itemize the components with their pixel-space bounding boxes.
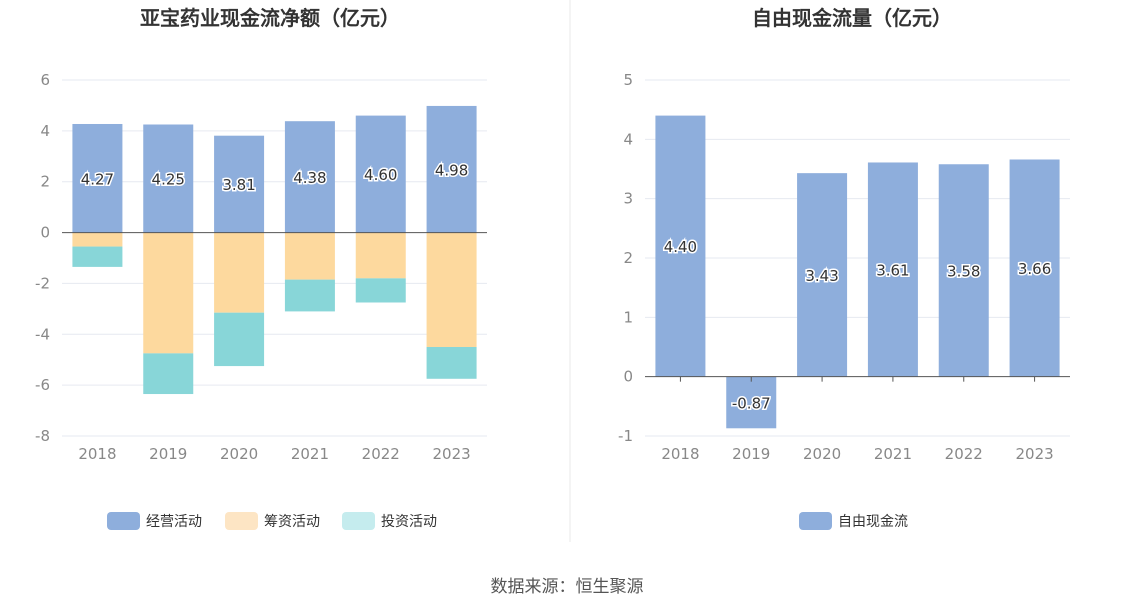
y-tick-label: 1 [623,308,633,326]
x-category-label: 2019 [732,445,770,463]
bar-投资活动-2023 [426,347,477,379]
legend-swatch[interactable] [342,512,375,530]
bar-筹资活动-2021 [284,232,335,280]
data-label: 4.38 [293,169,326,187]
bar-投资活动-2019 [143,353,194,395]
x-category-label: 2021 [291,445,329,463]
y-tick-label: 3 [623,190,633,208]
bar-经营活动-2023 [426,105,477,233]
y-axis-ticks: 5 4 3 2 1 0 -1 [618,71,633,445]
x-category-label: 2020 [803,445,841,463]
x-category-label: 2018 [661,445,699,463]
y-tick-label: 2 [623,249,633,267]
x-category-label: 2022 [945,445,983,463]
legend: 经营活动 筹资活动 投资活动 [107,512,437,530]
data-label: 4.27 [81,170,114,188]
y-tick-label: 4 [40,122,50,140]
y-tick-label: 4 [623,130,633,148]
data-label: 3.81 [222,176,255,194]
y-gridlines [645,79,1070,437]
x-category-label: 2023 [1015,445,1053,463]
data-label: 4.60 [364,166,397,184]
x-category-label: 2019 [149,445,187,463]
data-label: -0.87 [732,394,771,412]
legend-label[interactable]: 经营活动 [146,514,202,530]
legend-swatch[interactable] [225,512,258,530]
data-label: 3.43 [805,267,838,285]
data-label: 3.58 [947,262,980,280]
bar-自由现金流-2018 [655,115,706,377]
legend: 自由现金流 [799,512,908,530]
y-tick-label: -1 [618,427,633,445]
data-label: 4.25 [152,171,185,189]
data-labels: 4.40 -0.87 3.43 3.61 3.58 3.66 [662,237,1053,414]
bar-经营活动-2019 [143,124,194,233]
data-source-footer: 数据来源：恒生聚源 [491,577,644,597]
bar-筹资活动-2020 [214,232,265,313]
y-tick-label: -6 [35,376,50,394]
legend-label[interactable]: 投资活动 [381,514,437,530]
bar-筹资活动-2022 [355,232,406,279]
bar-筹资活动-2018 [72,232,123,247]
y-tick-label: -2 [35,274,50,292]
data-label: 4.98 [435,161,468,179]
zero-axis [645,376,1070,382]
x-category-label: 2023 [432,445,470,463]
bar-series [72,105,477,395]
data-label: 3.66 [1018,260,1051,278]
x-axis-categories: 2018 2019 2020 2021 2022 2023 [661,445,1053,463]
chart-title: 亚宝药业现金流净额（亿元） [140,6,400,30]
bar-投资活动-2022 [355,278,406,303]
x-axis-categories: 2018 2019 2020 2021 2022 2023 [78,445,470,463]
bar-自由现金流-2022 [938,164,989,377]
legend-swatch[interactable] [799,512,832,530]
y-gridlines [62,79,487,437]
bar-自由现金流-2019 [726,376,777,429]
bar-自由现金流-2023 [1009,159,1060,377]
y-tick-label: 5 [623,71,633,89]
y-tick-label: -4 [35,325,50,343]
y-axis-ticks: 6 4 2 0 -2 -4 -6 -8 [35,71,50,445]
y-tick-label: 2 [40,173,50,191]
x-category-label: 2018 [78,445,116,463]
bar-经营活动-2018 [72,123,123,233]
bar-经营活动-2022 [355,115,406,233]
y-tick-label: 6 [40,71,50,89]
bar-自由现金流-2020 [797,173,848,377]
x-category-label: 2020 [220,445,258,463]
x-category-label: 2021 [874,445,912,463]
legend-label[interactable]: 筹资活动 [264,513,320,530]
y-tick-label: 0 [623,368,633,386]
bar-自由现金流-2021 [867,162,918,377]
data-label: 4.40 [664,238,697,256]
free-cash-flow-chart: 自由现金流量（亿元） 5 4 3 2 1 0 -1 4.40 -0.87 3.43 3.61 3.5… [618,6,1070,530]
bar-经营活动-2020 [214,135,265,233]
data-label: 3.61 [876,262,909,280]
bar-投资活动-2020 [214,312,265,367]
bar-投资活动-2018 [72,246,123,267]
bar-series [655,115,1060,429]
chart-title: 自由现金流量（亿元） [752,6,952,30]
legend-label[interactable]: 自由现金流 [838,514,908,530]
bar-经营活动-2021 [284,121,335,233]
legend-swatch[interactable] [107,512,140,530]
bar-筹资活动-2023 [426,232,477,347]
data-labels: 4.27 4.25 3.81 4.38 4.60 4.98 [79,160,470,196]
bar-筹资活动-2019 [143,232,194,354]
y-tick-label: -8 [35,427,50,445]
x-category-label: 2022 [362,445,400,463]
bar-投资活动-2021 [284,279,335,312]
y-tick-label: 0 [40,224,50,242]
